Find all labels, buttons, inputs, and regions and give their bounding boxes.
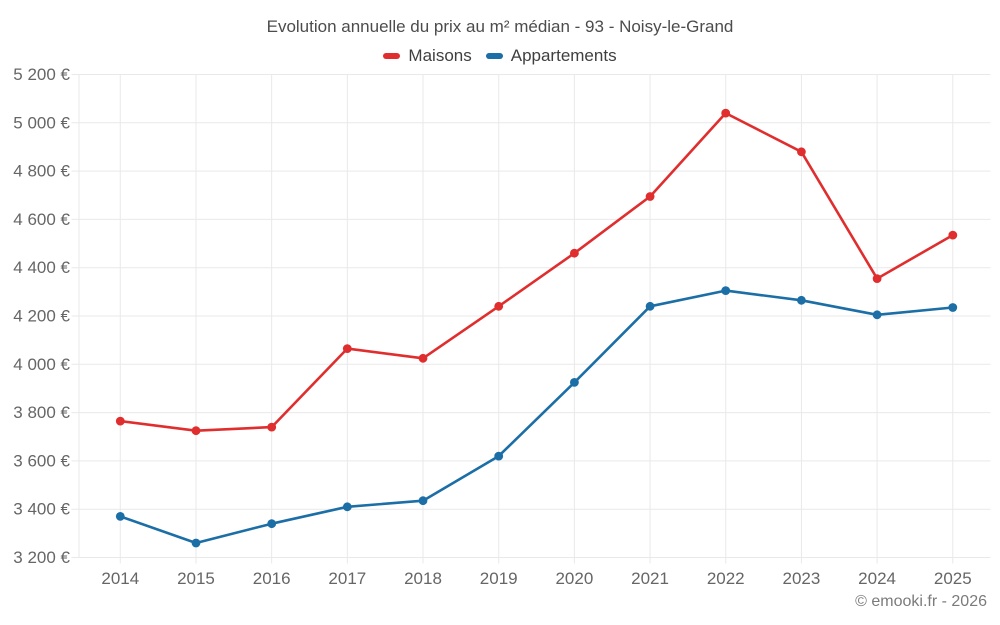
data-point-appartements-2017 [342, 502, 352, 512]
y-tick-label: 3 800 € [13, 403, 70, 422]
x-tick-label: 2025 [934, 569, 972, 588]
data-point-maisons-2021 [645, 192, 655, 201]
footer-credit: © emooki.fr - 2026 [855, 593, 987, 610]
x-tick-label: 2017 [328, 569, 366, 588]
legend-label-maisons: Maisons [408, 46, 472, 65]
y-tick-label: 3 600 € [13, 451, 70, 470]
y-tick-label: 4 800 € [13, 162, 70, 181]
data-point-maisons-2015 [191, 426, 201, 436]
data-point-appartements-2018 [418, 496, 428, 506]
y-tick-label: 3 400 € [13, 500, 70, 519]
x-tick-label: 2018 [404, 569, 442, 588]
data-point-appartements-2024 [872, 310, 882, 320]
data-point-appartements-2014 [115, 512, 125, 521]
x-tick-label: 2023 [783, 569, 821, 588]
y-tick-label: 4 400 € [13, 258, 70, 277]
y-tick-label: 3 200 € [13, 548, 70, 567]
x-tick-label: 2019 [480, 569, 518, 588]
data-point-appartements-2022 [721, 286, 731, 295]
data-point-maisons-2018 [418, 353, 428, 363]
data-point-maisons-2022 [721, 108, 731, 118]
chart-title: Evolution annuelle du prix au m² médian … [266, 17, 734, 36]
x-tick-label: 2014 [101, 569, 139, 588]
x-tick-label: 2016 [253, 569, 291, 588]
data-point-appartements-2025 [948, 303, 958, 312]
data-point-maisons-2017 [342, 344, 352, 353]
data-point-maisons-2014 [115, 416, 125, 426]
legend-item-appartements[interactable]: Appartements [485, 46, 617, 66]
y-tick-label: 5 000 € [13, 113, 70, 132]
y-tick-label: 4 200 € [13, 307, 70, 326]
legend-swatch-appartements-icon [485, 53, 503, 59]
data-point-maisons-2024 [872, 274, 882, 283]
data-point-appartements-2021 [645, 301, 655, 311]
data-point-appartements-2015 [191, 538, 201, 548]
legend-item-maisons[interactable]: Maisons [383, 46, 472, 66]
data-point-maisons-2019 [494, 301, 504, 311]
y-tick-label: 4 000 € [13, 355, 70, 374]
data-point-maisons-2023 [797, 147, 806, 157]
y-tick-label: 5 200 € [13, 65, 70, 84]
series-line-appartements [119, 289, 955, 545]
x-tick-label: 2015 [177, 569, 215, 588]
data-point-maisons-2025 [948, 230, 958, 240]
x-tick-label: 2020 [555, 569, 593, 588]
data-point-maisons-2020 [570, 248, 579, 258]
data-point-appartements-2016 [267, 519, 277, 529]
legend-label-appartements: Appartements [510, 46, 617, 65]
chart-legend: Maisons Appartements [0, 46, 1000, 66]
y-tick-label: 4 600 € [13, 210, 70, 229]
data-point-appartements-2020 [570, 378, 579, 387]
x-tick-label: 2022 [707, 569, 745, 588]
series-line-maisons [119, 111, 955, 432]
x-tick-label: 2021 [631, 569, 669, 588]
data-point-maisons-2016 [267, 422, 277, 432]
legend-swatch-maisons-icon [383, 53, 401, 59]
data-point-appartements-2023 [797, 295, 806, 305]
data-point-appartements-2019 [494, 451, 504, 461]
x-tick-label: 2024 [858, 569, 896, 588]
